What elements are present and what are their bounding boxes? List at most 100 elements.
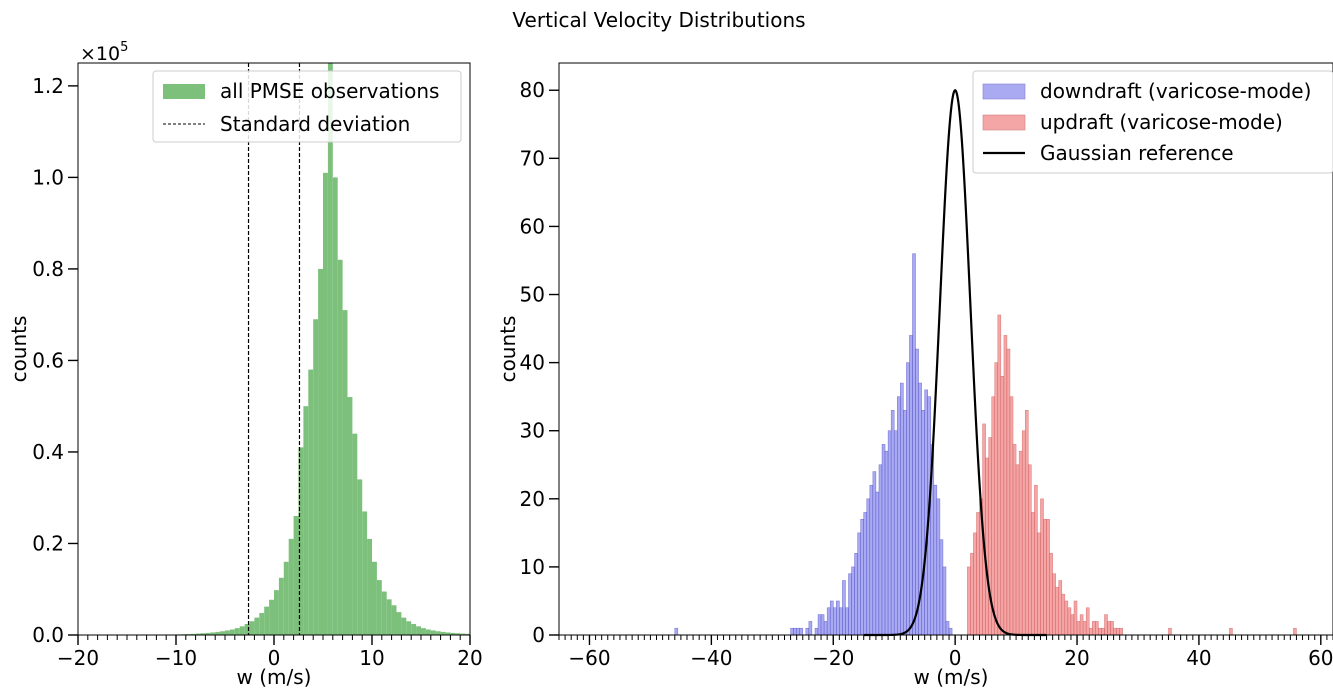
hist-bar-b [1040,498,1044,636]
legend-swatch-downdraft [982,83,1026,100]
hist-bar-a [396,612,402,635]
hist-bar-a [352,433,358,635]
hist-bar-a [826,607,831,636]
hist-bar-a [269,599,274,635]
hist-bar-a [401,617,407,635]
hist-bar-a [225,630,230,635]
hist-bar-a [455,633,461,635]
hist-bar-a [465,633,470,635]
hist-bar-b [1101,627,1105,636]
hist-bar-a [445,632,451,635]
x-tick-label: 60 [1308,646,1333,670]
hist-bar-b [1079,614,1084,636]
hist-bar-b [1088,627,1093,636]
hist-bar-a [298,447,304,635]
right-x-axis: −60 −40 −20 0 20 40 60 [558,635,1333,670]
hist-bar-a [313,319,319,635]
hist-bar-b [1049,553,1053,636]
hist-bar-a [430,630,436,635]
hist-bar-a [460,633,466,635]
left-histogram-bars [156,63,470,635]
hist-bar-a [435,631,441,635]
x-tick-label: 40 [1186,646,1211,670]
hist-bar-a [239,626,245,635]
hist-bar-a [820,614,825,636]
x-tick-label: −40 [690,646,732,670]
right-legend: downdraft (varicose-mode) updraft (varic… [972,70,1333,174]
hist-bar-a [254,617,260,635]
hist-bar-a [900,382,904,636]
hist-bar-a [303,406,309,635]
x-tick-label: 0 [949,646,962,670]
hist-bar-a [863,512,868,636]
hist-bar-b [1034,484,1038,636]
hist-bar-a [323,172,328,635]
y-tick-label: 40 [520,351,545,375]
hist-bar-b [994,362,999,636]
hist-bar-b [1110,621,1114,636]
hist-bar-b [1061,593,1066,636]
hist-bar-a [890,410,895,636]
hist-bar-a [857,532,861,636]
hist-bar-a [936,498,941,636]
hist-bar-a [884,450,889,636]
hist-bar-a [376,580,382,635]
hist-bar-b [1085,607,1090,636]
hist-bar-a [869,484,874,636]
y-tick-label: 0.8 [32,257,64,281]
left-plot-frame [77,62,471,636]
hist-bar-a [805,627,810,636]
hist-bar-b [1293,627,1297,636]
hist-bar-b [973,532,977,636]
hist-bar-a [278,577,284,635]
hist-bar-b [1031,512,1035,636]
svg-text:×105: ×105 [80,40,128,65]
legend-label-all-pmse: all PMSE observations [220,79,439,103]
legend-label-updraft: updraft (varicose-mode) [1040,110,1283,134]
hist-bar-a [234,628,240,635]
y-tick-label: 1.0 [32,165,64,189]
hist-bar-a [381,591,387,635]
hist-bar-a [308,369,314,635]
hist-bar-a [190,633,196,635]
x-tick-label: −10 [155,646,197,670]
hist-bar-b [1018,450,1023,636]
left-offset-label: ×105 [80,40,128,65]
hist-bar-b [1092,621,1096,636]
hist-bar-a [909,335,913,636]
hist-bar-a [332,177,338,635]
hist-bar-a [915,348,919,636]
hist-bar-a [674,627,679,636]
offset-exponent: 5 [120,40,128,55]
hist-bar-a [210,632,216,635]
hist-bar-b [1021,430,1026,636]
hist-bar-b [1046,518,1050,636]
hist-bar-a [274,590,279,635]
hist-bar-a [264,606,270,635]
y-tick-label: 1.2 [32,74,64,98]
hist-bar-a [948,627,953,636]
hist-bar-a [836,600,840,636]
hist-bar-b [985,457,989,636]
hist-bar-b [997,314,1002,636]
hist-bar-b [1116,627,1120,636]
hist-bar-b [967,566,971,636]
hist-bar-a [421,628,426,635]
hist-bar-b [1107,621,1111,636]
hist-bar-b [970,553,974,636]
hist-bar-a [817,614,822,636]
y-tick-label: 0.6 [32,348,64,372]
hist-bar-a [372,561,377,635]
left-y-axis: 0.0 0.2 0.4 0.6 0.8 1.0 1.2 [32,74,78,647]
hist-bar-a [259,613,265,635]
hist-bar-a [283,561,289,635]
hist-bar-b [1012,444,1017,636]
hist-bar-a [866,498,871,636]
hist-bar-a [200,633,206,635]
hist-bar-b [1052,573,1056,636]
x-tick-label: 20 [457,646,482,670]
hist-bar-a [945,621,950,636]
hist-bar-a [851,566,855,636]
hist-bar-a [912,253,916,636]
